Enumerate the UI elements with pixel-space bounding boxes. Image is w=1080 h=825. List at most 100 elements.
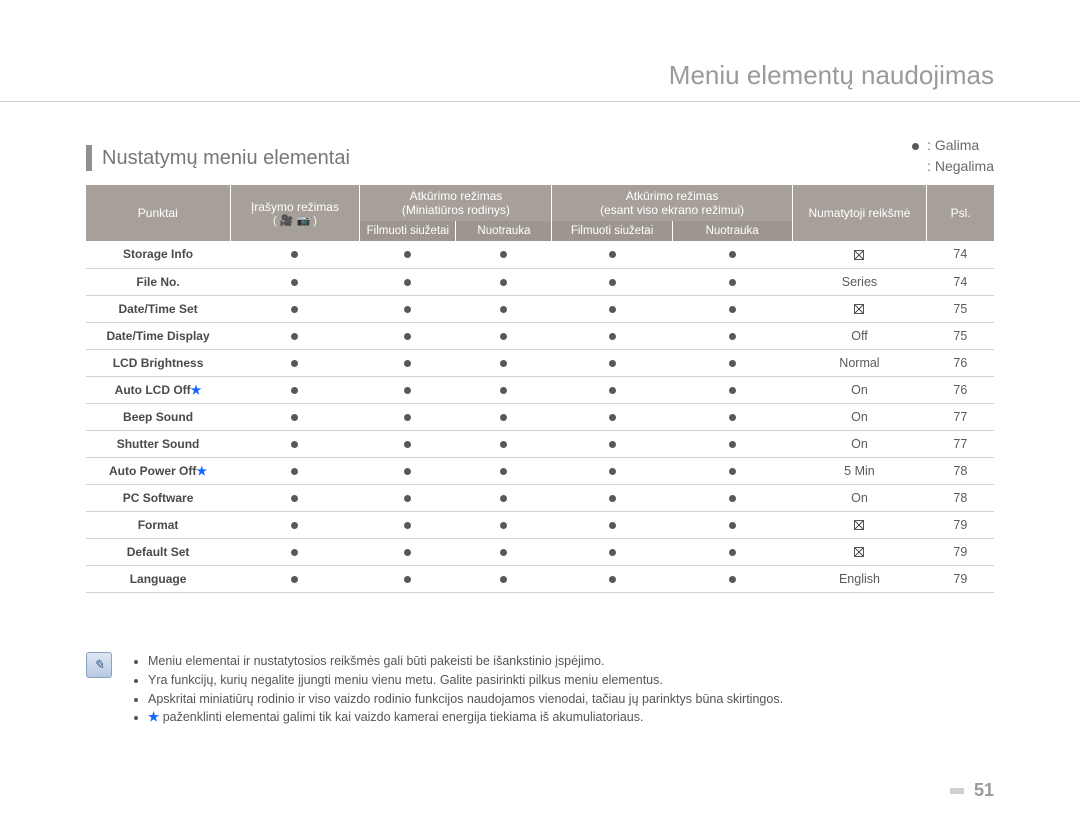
availability-cell	[552, 241, 672, 268]
dot-icon	[404, 576, 411, 583]
dot-icon	[729, 306, 736, 313]
availability-cell	[230, 349, 360, 376]
dot-icon	[609, 360, 616, 367]
dot-icon	[404, 441, 411, 448]
dot-icon	[912, 143, 919, 150]
default-value-cell: Off	[792, 322, 927, 349]
page-ref-cell: 77	[927, 430, 994, 457]
row-label: File No.	[86, 268, 230, 295]
th-filmuoti-2: Filmuoti siužetai	[552, 221, 672, 241]
dot-icon	[404, 306, 411, 313]
legend-available-text: : Galima	[927, 137, 979, 153]
dot-icon	[609, 495, 616, 502]
default-value-cell: On	[792, 376, 927, 403]
availability-cell	[360, 376, 456, 403]
dot-icon	[404, 387, 411, 394]
table-row: Auto LCD Off★On76	[86, 376, 994, 403]
availability-cell	[672, 403, 792, 430]
legend-available: : Galima	[912, 135, 994, 156]
default-value-cell: On	[792, 403, 927, 430]
box-icon	[854, 250, 864, 260]
dot-icon	[404, 360, 411, 367]
table-row: LanguageEnglish79	[86, 565, 994, 592]
availability-cell	[456, 403, 552, 430]
table-row: Storage Info74	[86, 241, 994, 268]
availability-cell	[230, 322, 360, 349]
dot-icon	[609, 279, 616, 286]
availability-cell	[360, 538, 456, 565]
table-row: Beep SoundOn77	[86, 403, 994, 430]
note-icon: ✎	[86, 652, 112, 678]
availability-cell	[230, 241, 360, 268]
box-icon	[854, 304, 864, 314]
th-irasymo-l1: Įrašymo režimas	[237, 200, 354, 214]
availability-cell	[360, 403, 456, 430]
dot-icon	[609, 441, 616, 448]
availability-cell	[672, 484, 792, 511]
availability-cell	[672, 457, 792, 484]
th-nuotrauka-1: Nuotrauka	[456, 221, 552, 241]
dot-icon	[500, 549, 507, 556]
availability-cell	[456, 511, 552, 538]
dot-icon	[500, 279, 507, 286]
dot-icon	[291, 333, 298, 340]
dot-icon	[609, 522, 616, 529]
availability-cell	[672, 295, 792, 322]
dot-icon	[291, 387, 298, 394]
availability-cell	[552, 538, 672, 565]
row-label: Date/Time Set	[86, 295, 230, 322]
dot-icon	[291, 495, 298, 502]
row-label: Auto Power Off★	[86, 457, 230, 484]
dot-icon	[291, 468, 298, 475]
legend-unavailable: : Negalima	[912, 156, 994, 177]
availability-cell	[672, 349, 792, 376]
table-row: LCD BrightnessNormal76	[86, 349, 994, 376]
dot-icon	[291, 279, 298, 286]
th-filmuoti-1: Filmuoti siužetai	[360, 221, 456, 241]
availability-cell	[230, 268, 360, 295]
dot-icon	[729, 522, 736, 529]
availability-cell	[230, 565, 360, 592]
availability-cell	[552, 403, 672, 430]
note-item: Apskritai miniatiūrų rodinio ir viso vai…	[148, 690, 783, 709]
th-psl: Psl.	[927, 185, 994, 241]
availability-cell	[456, 349, 552, 376]
page-ref-cell: 74	[927, 241, 994, 268]
page-ref-cell: 76	[927, 349, 994, 376]
dot-icon	[500, 251, 507, 258]
dot-icon	[609, 549, 616, 556]
availability-cell	[552, 349, 672, 376]
availability-cell	[672, 430, 792, 457]
th-default: Numatytoji reikšmė	[792, 185, 927, 241]
availability-cell	[230, 295, 360, 322]
table-row: Date/Time Set 75	[86, 295, 994, 322]
dot-icon	[729, 414, 736, 421]
legend: : Galima : Negalima	[912, 135, 994, 177]
dot-icon	[500, 576, 507, 583]
page-ref-cell: 79	[927, 538, 994, 565]
availability-cell	[552, 322, 672, 349]
availability-cell	[456, 457, 552, 484]
page-ref-cell: 79	[927, 565, 994, 592]
availability-cell	[672, 268, 792, 295]
dot-icon	[404, 468, 411, 475]
star-icon: ★	[196, 464, 207, 478]
availability-cell	[230, 376, 360, 403]
dot-icon	[500, 495, 507, 502]
dot-icon	[291, 414, 298, 421]
default-value-cell: Normal	[792, 349, 927, 376]
dot-icon	[404, 414, 411, 421]
availability-cell	[552, 484, 672, 511]
star-icon: ★	[148, 710, 159, 724]
availability-cell	[552, 430, 672, 457]
page-ref-cell: 78	[927, 484, 994, 511]
th-atk2-l2: (esant viso ekrano režimui)	[558, 203, 785, 217]
dot-icon	[609, 251, 616, 258]
dot-icon	[500, 333, 507, 340]
dot-icon	[609, 333, 616, 340]
availability-cell	[672, 376, 792, 403]
availability-cell	[230, 538, 360, 565]
page-ref-cell: 75	[927, 295, 994, 322]
availability-cell	[456, 241, 552, 268]
dot-icon	[500, 414, 507, 421]
